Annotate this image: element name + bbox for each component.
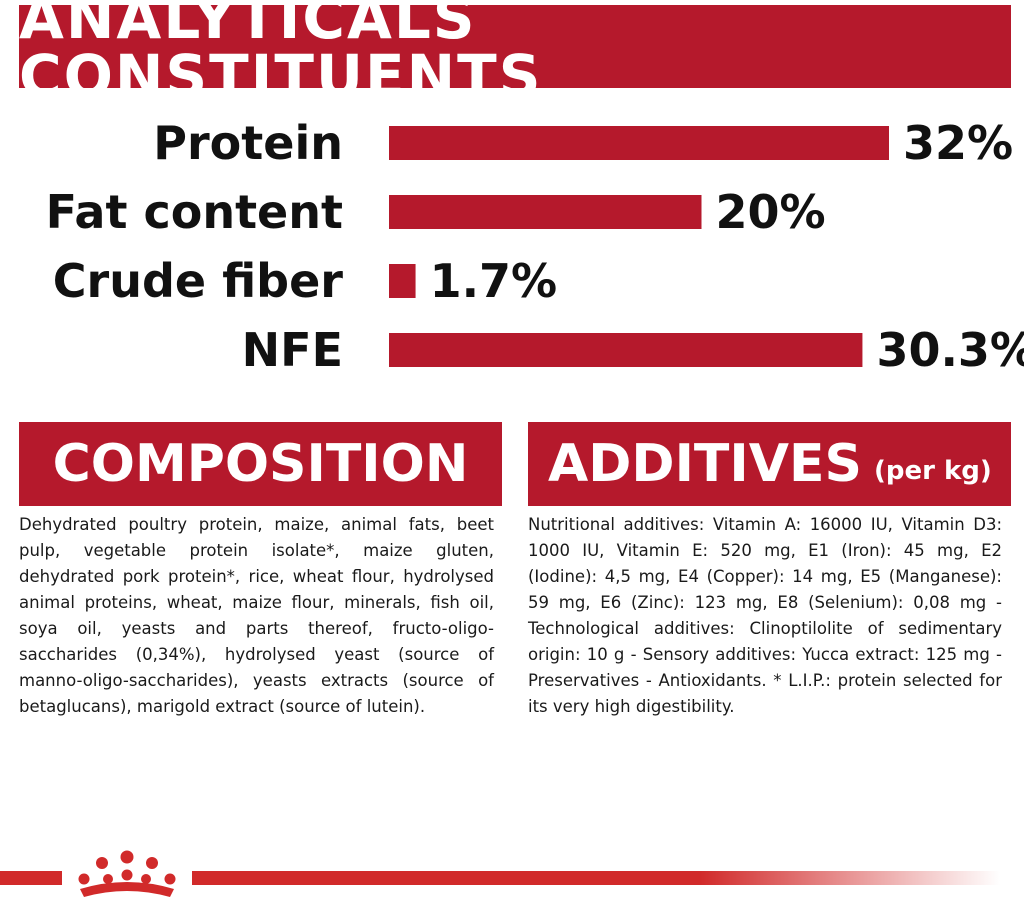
value-label: 32% [903, 116, 1013, 170]
composition-heading: COMPOSITION [52, 434, 469, 494]
footer-divider [0, 871, 1000, 885]
additives-banner: ADDITIVES (per kg) [528, 422, 1011, 506]
value-label: 1.7% [430, 254, 558, 308]
additives-heading-suffix: (per kg) [873, 456, 992, 486]
category-label: Crude fiber [53, 254, 344, 308]
title-banner: ANALYTICALS CONSTITUENTS [19, 0, 1011, 105]
bar [389, 126, 889, 160]
page-title: ANALYTICALS CONSTITUENTS [19, 0, 543, 110]
composition-text: Dehydrated poultry protein, maize, anima… [19, 515, 494, 716]
category-label: NFE [242, 323, 343, 377]
bar [389, 333, 863, 367]
category-label: Protein [153, 116, 343, 170]
additives-text: Nutritional additives: Vitamin A: 16000 … [528, 515, 1002, 716]
additives-heading: ADDITIVES [548, 434, 862, 494]
value-label: 20% [716, 185, 826, 239]
composition-banner: COMPOSITION [19, 422, 502, 506]
constituents-bar-chart: Protein 32% Fat content 20% Crude fiber 1.7% N… [46, 116, 1024, 377]
bar [389, 264, 416, 298]
category-label: Fat content [46, 185, 343, 239]
value-label: 30.3% [876, 323, 1024, 377]
crown-icon [62, 845, 192, 905]
bar [389, 195, 702, 229]
